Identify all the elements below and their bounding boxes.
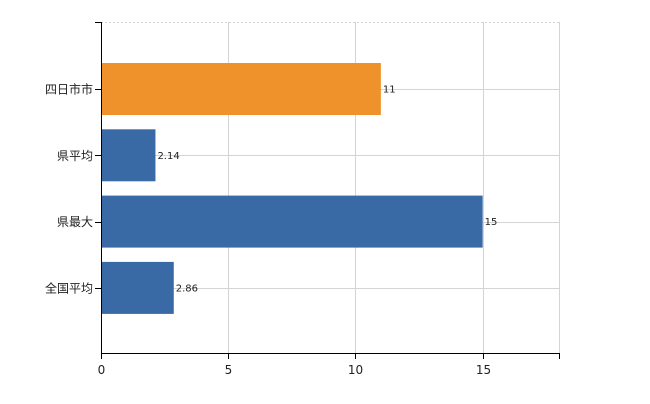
- x-tick-label: 10: [348, 363, 363, 377]
- bar: [101, 63, 381, 115]
- bar-value-label: 15: [485, 217, 498, 228]
- axis-layer: [95, 22, 560, 359]
- bar-value-label: 2.14: [157, 151, 179, 162]
- x-tick-label: 0: [98, 363, 106, 377]
- category-label: 県最大: [57, 215, 93, 229]
- category-label: 全国平均: [45, 280, 93, 295]
- category-label: 四日市市: [45, 82, 93, 97]
- label-layer: 11 四日市市 2.14 県平均 15 県最大 2.86 全国平均 0 5 10 15: [45, 82, 497, 378]
- bar-value-label: 11: [383, 85, 396, 96]
- bar-layer: [101, 63, 483, 314]
- category-label: 県平均: [57, 149, 93, 163]
- bar: [101, 129, 156, 182]
- bar: [101, 195, 483, 248]
- bar-value-label: 2.86: [176, 283, 198, 294]
- bar: [101, 261, 174, 314]
- x-tick-label: 5: [225, 363, 233, 377]
- x-tick-label: 15: [476, 363, 491, 377]
